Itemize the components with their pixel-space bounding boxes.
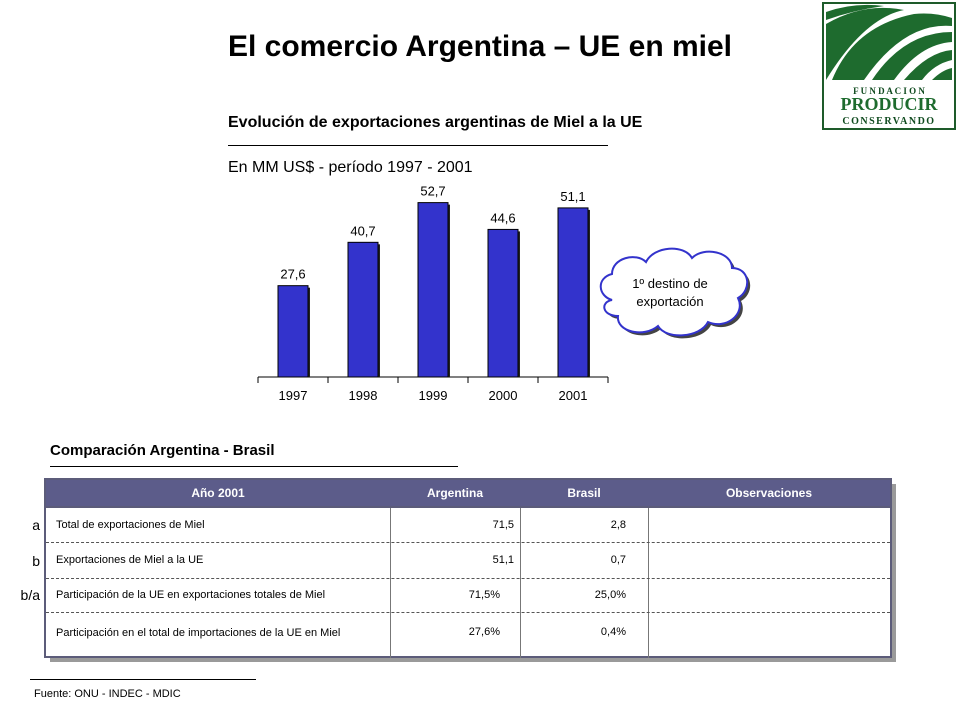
- source-note: Fuente: ONU - INDEC - MDIC: [34, 688, 181, 700]
- annotation-line-2: exportación: [636, 294, 703, 309]
- table-row-desc: Exportaciones de Miel a la UE: [56, 554, 204, 566]
- column-divider: [520, 508, 521, 658]
- column-header-brasil: Brasil: [567, 486, 601, 500]
- logo-text-2: PRODUCIR: [841, 94, 939, 114]
- data-label-1998: 40,7: [350, 223, 375, 238]
- table-row-desc: Participación en el total de importacion…: [56, 627, 341, 639]
- bar-2001: [557, 207, 589, 378]
- row-label-a: a: [32, 517, 40, 533]
- tick-label-1998: 1998: [349, 388, 378, 403]
- column-header-year: Año 2001: [191, 486, 245, 500]
- bar-1997: [277, 285, 309, 378]
- comparison-title: Comparación Argentina - Brasil: [50, 442, 275, 459]
- logo-graphic: F U N D A C I O N PRODUCIR CONSERVANDO: [824, 4, 954, 127]
- cloud-shape: [599, 247, 748, 337]
- page-title: El comercio Argentina – UE en miel: [227, 30, 733, 63]
- column-divider: [648, 508, 649, 658]
- comparison-title-divider: [50, 466, 458, 467]
- bar-1999: [417, 202, 449, 378]
- table-cell-argentina: 71,5: [492, 519, 514, 531]
- chart-title-divider: [228, 145, 608, 146]
- row-divider: [46, 578, 890, 579]
- row-label-b-over-a: b/a: [20, 587, 40, 603]
- table-cell-argentina: 71,5%: [468, 589, 500, 601]
- column-header-argentina: Argentina: [426, 486, 483, 500]
- comparison-table: [44, 478, 892, 658]
- data-label-2000: 44,6: [490, 210, 515, 225]
- table-header: [44, 478, 892, 508]
- table-cell-brasil: 25,0%: [594, 589, 626, 601]
- annotation-line-1: 1º destino de: [632, 276, 708, 291]
- chart-title: Evolución de exportaciones argentinas de…: [228, 114, 643, 131]
- bar-2000: [487, 228, 519, 378]
- bar-chart: 27,6 1997 40,7 1998 52,7 1999 44,6 2000 51,1 2001…: [257, 184, 751, 403]
- tick-label-1999: 1999: [419, 388, 448, 403]
- row-divider: [46, 612, 890, 613]
- bar-1998: [347, 241, 379, 378]
- data-label-1999: 52,7: [420, 184, 445, 199]
- table-row-desc: Participación de la UE en exportaciones …: [56, 589, 326, 601]
- logo-text-3: CONSERVANDO: [842, 116, 935, 127]
- table-cell-brasil: 2,8: [610, 519, 626, 531]
- tick-label-2000: 2000: [489, 388, 518, 403]
- table-cell-argentina: 27,6%: [468, 626, 500, 638]
- tick-label-2001: 2001: [559, 388, 588, 403]
- column-header-observaciones: Observaciones: [725, 486, 813, 500]
- table-cell-argentina: 51,1: [492, 554, 514, 566]
- table-cell-brasil: 0,7: [610, 554, 626, 566]
- logo-text-1: F U N D A C I O N: [853, 86, 925, 96]
- data-label-1997: 27,6: [280, 267, 305, 282]
- chart-subtitle: En MM US$ - período 1997 - 2001: [228, 159, 473, 176]
- source-divider: [30, 679, 256, 680]
- table-cell-brasil: 0,4%: [600, 626, 626, 638]
- logo: F U N D A C I O N PRODUCIR CONSERVANDO: [822, 2, 956, 130]
- tick-label-1997: 1997: [279, 388, 308, 403]
- data-label-2001: 51,1: [560, 189, 585, 204]
- cloud-callout: [599, 247, 751, 339]
- row-divider: [46, 542, 890, 543]
- row-label-b: b: [32, 553, 40, 569]
- column-divider: [390, 508, 391, 658]
- table-row-desc: Total de exportaciones de Miel: [56, 519, 205, 531]
